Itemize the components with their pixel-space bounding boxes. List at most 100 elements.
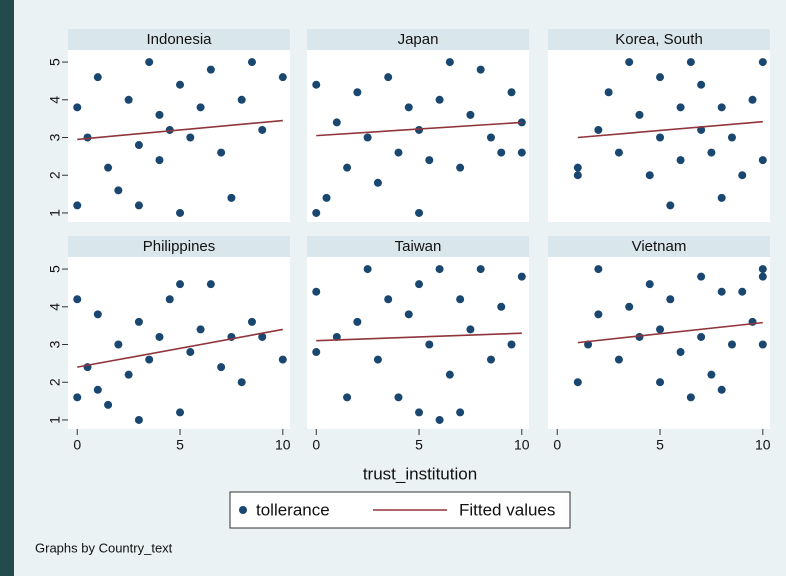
scatter-point [507, 88, 516, 97]
scatter-point [666, 201, 675, 210]
scatter-point [404, 310, 413, 319]
scatter-point [134, 415, 143, 424]
x-tick-label: 0 [73, 437, 81, 453]
scatter-point [758, 156, 767, 165]
scatter-point [645, 171, 654, 180]
scatter-point [625, 302, 634, 311]
x-axis-label: trust_institution [363, 464, 477, 483]
scatter-point [435, 415, 444, 424]
scatter-point [656, 325, 665, 334]
scatter-point [217, 148, 226, 157]
scatter-point [353, 317, 362, 326]
fitted-line [577, 120, 763, 139]
panel-title: Taiwan [395, 238, 442, 255]
scatter-point [196, 103, 205, 112]
scatter-point [476, 265, 485, 274]
scatter-point [134, 141, 143, 150]
scatter-point [155, 156, 164, 165]
scatter-point [594, 265, 603, 274]
scatter-point [363, 133, 372, 142]
scatter-point [625, 58, 634, 67]
scatter-point [697, 332, 706, 341]
scatter-point [186, 348, 195, 357]
scatter-point [73, 103, 82, 112]
panel-title: Philippines [143, 238, 216, 255]
scatter-point [237, 378, 246, 387]
scatter-point [614, 355, 623, 364]
scatter-point [247, 58, 256, 67]
scatter-point [486, 133, 495, 142]
scatter-point [176, 80, 185, 89]
scatter-point [748, 95, 757, 104]
scatter-point [258, 332, 267, 341]
scatter-point [104, 163, 113, 172]
scatter-point [758, 340, 767, 349]
scatter-point [73, 295, 82, 304]
scatter-point [507, 340, 516, 349]
scatter-point [415, 125, 424, 134]
fitted-line [316, 332, 522, 342]
scatter-point [686, 393, 695, 402]
scatter-point [217, 363, 226, 372]
fitted-line [77, 328, 283, 368]
scatter-point [717, 193, 726, 202]
scatter-point [497, 148, 506, 157]
scatter-point [466, 325, 475, 334]
y-tick-label: 1 [47, 209, 63, 217]
scatter-point [155, 110, 164, 119]
scatter-point [758, 58, 767, 67]
scatter-point [456, 408, 465, 417]
scatter-point [227, 193, 236, 202]
scatter-point [384, 73, 393, 82]
scatter-point [573, 378, 582, 387]
scatter-point [466, 110, 475, 119]
scatter-point [594, 125, 603, 134]
scatter-point [155, 332, 164, 341]
scatter-point [707, 370, 716, 379]
scatter-point [425, 156, 434, 165]
legend-label: tollerance [256, 500, 330, 519]
scatter-point [373, 178, 382, 187]
scatter-point [656, 73, 665, 82]
scatter-point [604, 88, 613, 97]
scatter-point [343, 393, 352, 402]
scatter-point [635, 110, 644, 119]
scatter-point [445, 58, 454, 67]
scatter-point [134, 317, 143, 326]
note: Graphs by Country_text [35, 540, 173, 555]
scatter-point [758, 265, 767, 274]
scatter-point [676, 348, 685, 357]
y-tick-label: 2 [47, 171, 63, 179]
scatter-point [573, 171, 582, 180]
scatter-point [134, 201, 143, 210]
x-tick-label: 10 [755, 437, 771, 453]
scatter-point [104, 400, 113, 409]
scatter-point [332, 118, 341, 127]
scatter-point [497, 302, 506, 311]
fitted-line [77, 119, 283, 141]
scatter-point [114, 340, 123, 349]
x-tick-label: 5 [656, 437, 664, 453]
fitted-line [316, 121, 522, 137]
scatter-point [278, 355, 287, 364]
panel-title: Vietnam [632, 238, 687, 255]
scatter-point [73, 393, 82, 402]
panel-title-bg [307, 29, 529, 50]
scatter-point [697, 80, 706, 89]
scatter-point [727, 133, 736, 142]
scatter-point [124, 370, 133, 379]
scatter-point [394, 393, 403, 402]
scatter-point [124, 95, 133, 104]
y-tick-label: 1 [47, 416, 63, 424]
scatter-point [114, 186, 123, 195]
x-tick-label: 10 [514, 437, 530, 453]
scatter-point [206, 65, 215, 74]
scatter-point [93, 385, 102, 394]
scatter-point [717, 103, 726, 112]
scatter-point [186, 133, 195, 142]
scatter-point [196, 325, 205, 334]
scatter-point [645, 280, 654, 289]
y-tick-label: 5 [47, 265, 63, 273]
scatter-point [456, 163, 465, 172]
